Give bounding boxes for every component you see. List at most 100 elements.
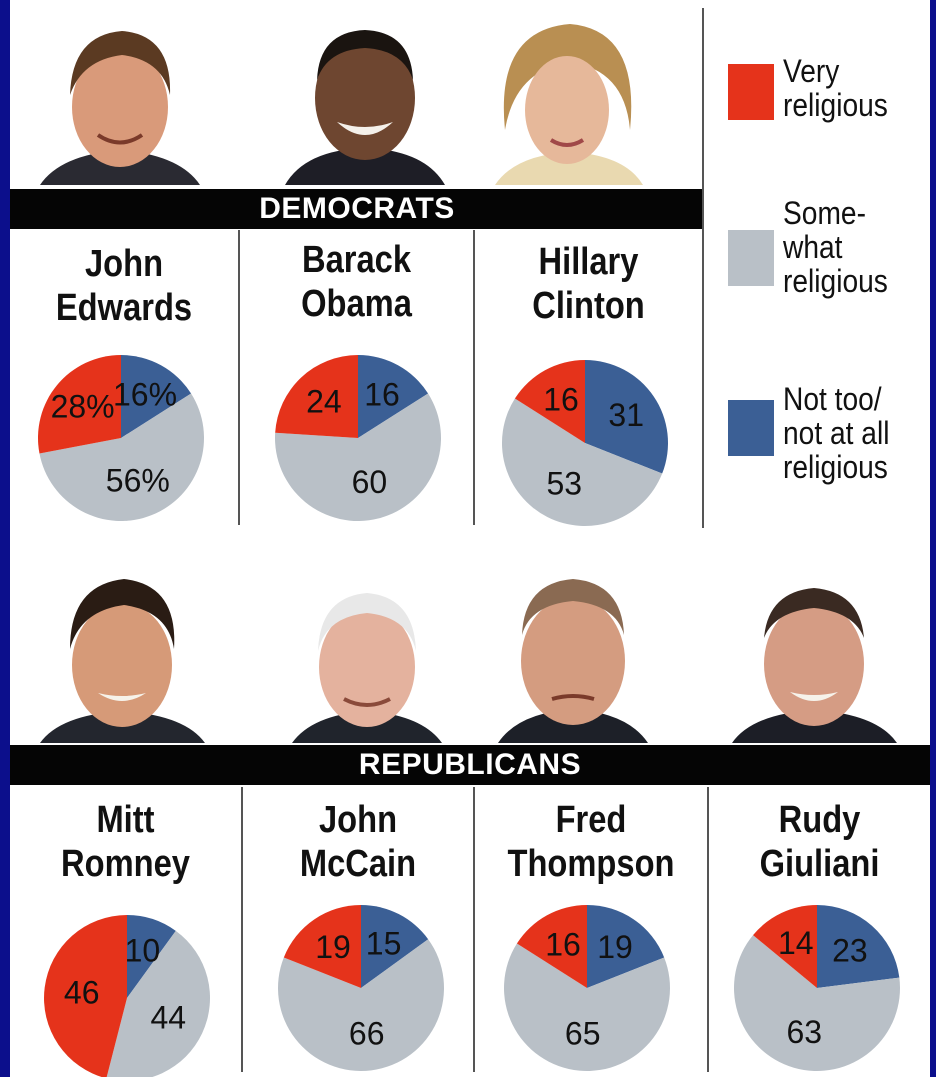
candidate-photo-romney <box>40 579 205 743</box>
name-line: Fred <box>555 799 627 841</box>
name-line: Barack <box>301 239 412 281</box>
name-line: Edwards <box>55 287 193 329</box>
data-label-very: 14 <box>778 925 814 961</box>
democrats-banner: DEMOCRATS <box>10 189 704 229</box>
republicans-banner: REPUBLICANS <box>10 745 930 785</box>
legend-line: what <box>783 229 843 265</box>
pie-chart-mccain: 15 66 19 <box>278 905 445 1071</box>
legend-label: Some- what religious <box>783 196 888 298</box>
data-label-very: 19 <box>315 929 351 965</box>
candidate-photo-mccain <box>292 593 442 743</box>
name-line: Giuliani <box>759 843 880 885</box>
slice-somewhat-religious <box>278 939 445 1071</box>
name-line: McCain <box>299 843 417 885</box>
data-label-not: 16 <box>364 376 400 412</box>
candidate-name: Barack Obama <box>256 238 456 326</box>
slice-very-religious <box>44 915 127 1077</box>
slice-very-religious <box>283 905 361 988</box>
legend-line: religious <box>783 263 888 299</box>
legend-line: not at all <box>783 415 890 451</box>
data-label-somewhat: 63 <box>787 1014 823 1050</box>
data-label-somewhat: 44 <box>151 999 187 1035</box>
infographic-panel: DEMOCRATS REPUBLICANS John Edwards Barac… <box>10 0 930 1077</box>
data-label-not: 15 <box>366 926 402 962</box>
candidate-name: Rudy Giuliani <box>724 798 914 886</box>
slice-somewhat-religious <box>501 398 663 527</box>
name-line: Romney <box>61 843 190 885</box>
pie-chart-giuliani: 23 63 14 <box>734 905 901 1071</box>
divider <box>241 787 243 1072</box>
legend-line: Very <box>783 53 840 89</box>
legend-label: Very religious <box>783 54 888 122</box>
pie-chart-edwards: 16% 56% 28% <box>38 355 205 522</box>
slice-not-religious <box>817 905 900 988</box>
legend-swatch-very <box>728 64 774 120</box>
data-label-somewhat: 60 <box>352 464 388 500</box>
legend-line: religious <box>783 449 888 485</box>
data-label-very: 16 <box>545 926 581 962</box>
candidate-name: Mitt Romney <box>26 798 225 886</box>
divider <box>473 787 475 1072</box>
name-line: Obama <box>301 283 412 325</box>
slice-not-religious <box>358 355 429 438</box>
legend-swatch-somewhat <box>728 230 774 286</box>
slice-somewhat-religious <box>734 935 901 1071</box>
candidate-photo-obama <box>285 30 445 185</box>
candidate-name: Fred Thompson <box>491 798 691 886</box>
slice-very-religious <box>516 905 587 988</box>
pie-chart-clinton: 31 53 16 <box>501 360 668 527</box>
candidate-name: John Edwards <box>26 242 222 330</box>
pie-chart-romney: 10 44 46 <box>44 915 210 1077</box>
candidate-name: Hillary Clinton <box>491 240 686 328</box>
data-label-very: 28% <box>51 388 115 424</box>
data-label-not: 23 <box>832 933 868 969</box>
slice-very-religious <box>275 355 358 438</box>
slice-very-religious <box>514 360 585 443</box>
pie-chart-thompson: 19 65 16 <box>503 905 670 1072</box>
slice-very-religious <box>753 905 817 988</box>
divider <box>473 230 475 525</box>
data-label-not: 19 <box>597 929 633 965</box>
pie-chart-obama: 16 60 24 <box>274 355 441 521</box>
candidate-photo-clinton <box>495 24 643 185</box>
legend-swatch-not <box>728 400 774 456</box>
divider <box>707 787 709 1072</box>
name-line: John <box>84 243 164 285</box>
data-label-very: 24 <box>306 384 342 420</box>
data-label-somewhat: 65 <box>565 1015 601 1051</box>
data-label-very: 16 <box>543 381 579 417</box>
candidate-photo-thompson <box>498 579 648 743</box>
divider <box>702 8 704 528</box>
slice-not-religious <box>121 355 192 438</box>
candidate-photo-giuliani <box>732 588 897 743</box>
slice-not-religious <box>127 915 176 998</box>
name-line: Thompson <box>507 843 675 885</box>
data-label-very: 46 <box>64 974 100 1010</box>
legend-line: Some- <box>783 195 866 231</box>
divider <box>238 230 240 525</box>
name-line: Mitt <box>96 799 155 841</box>
name-line: Hillary <box>538 241 639 283</box>
name-line: Rudy <box>778 799 861 841</box>
slice-somewhat-religious <box>503 943 670 1072</box>
candidate-photo-edwards <box>40 31 200 185</box>
name-line: John <box>318 799 398 841</box>
data-label-somewhat: 66 <box>349 1015 385 1051</box>
data-label-somewhat: 56% <box>106 462 170 498</box>
legend-line: religious <box>783 87 888 123</box>
slice-not-religious <box>361 905 429 988</box>
slice-not-religious <box>587 905 665 988</box>
data-label-not: 10 <box>125 933 161 969</box>
legend-line: Not too/ <box>783 381 882 417</box>
candidate-name: John McCain <box>259 798 457 886</box>
slice-not-religious <box>585 360 668 474</box>
name-line: Clinton <box>532 285 645 327</box>
data-label-not: 31 <box>608 397 644 433</box>
slice-somewhat-religious <box>274 393 441 521</box>
data-label-somewhat: 53 <box>547 466 583 502</box>
slice-very-religious <box>38 355 121 454</box>
data-label-not: 16% <box>113 376 177 412</box>
legend-label: Not too/ not at all religious <box>783 382 889 484</box>
slice-somewhat-religious <box>39 393 205 522</box>
slice-somewhat-religious <box>106 930 210 1077</box>
